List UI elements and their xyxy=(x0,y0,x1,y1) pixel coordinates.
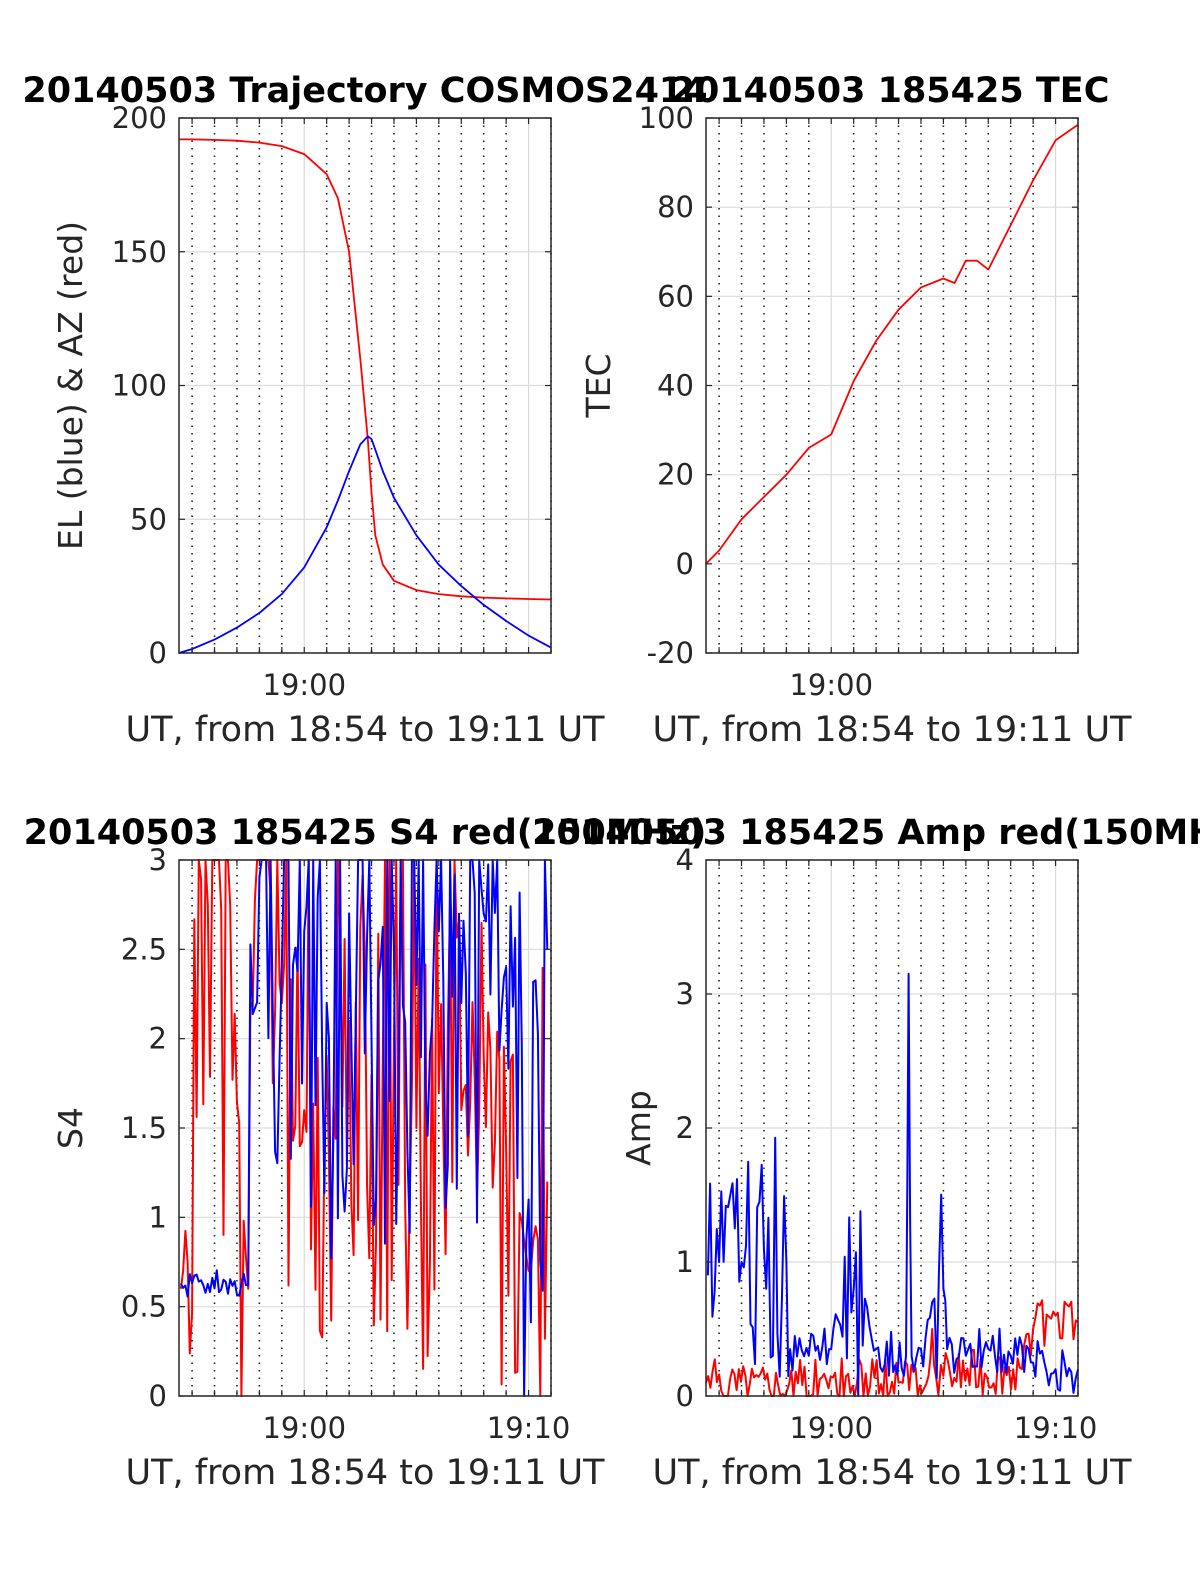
s4-y-tick-label: 2 xyxy=(149,1022,167,1056)
tec-y-tick-label: -20 xyxy=(647,636,694,670)
tec-panel: -20 0 20 40 60 80 100 19:00 20140503 185425 TEC… xyxy=(579,71,1132,750)
s4-y-tick-label: 0 xyxy=(149,1379,167,1413)
trajectory-y-tick-label: 150 xyxy=(112,235,167,269)
tec-series-red-line xyxy=(705,123,1079,565)
trajectory-y-tick-label: 50 xyxy=(130,502,167,536)
s4-series-blue-line xyxy=(180,859,549,1397)
s4-title: 20140503 185425 S4 red(150MHz) xyxy=(24,813,707,853)
amp-x-tick-label: 19:10 xyxy=(1014,1411,1098,1445)
s4-ylabel: S4 xyxy=(51,1107,90,1149)
amp-y-tick-label: 4 xyxy=(676,843,694,877)
s4-x-tick-label: 19:10 xyxy=(487,1411,571,1445)
s4-panel: 0 0.5 1 1.5 2 2.5 3 19:00 19:10 20140503 185425 … xyxy=(24,813,707,1493)
amp-y-tick-label: 2 xyxy=(676,1111,694,1145)
tec-ylabel: TEC xyxy=(579,353,618,418)
trajectory-y-tick-label: 0 xyxy=(149,636,167,670)
tec-y-tick-label: 0 xyxy=(676,547,694,581)
amp-x-tick-label: 19:00 xyxy=(789,1411,873,1445)
amp-series-red-line xyxy=(705,1299,1079,1397)
amp-xlabel: UT, from 18:54 to 19:11 UT xyxy=(652,1453,1132,1493)
s4-y-tick-label: 3 xyxy=(149,843,167,877)
trajectory-title: 20140503 Trajectory COSMOS2414 xyxy=(22,71,707,111)
amp-ylabel: Amp xyxy=(619,1090,658,1166)
tec-y-tick-label: 60 xyxy=(657,279,694,313)
s4-y-tick-label: 1.5 xyxy=(121,1111,167,1145)
trajectory-xlabel: UT, from 18:54 to 19:11 UT xyxy=(125,710,605,750)
trajectory-y-tick-label: 100 xyxy=(112,369,167,403)
tec-y-tick-label: 20 xyxy=(657,458,694,492)
amp-title: 20140503 185425 Amp red(150MHz) xyxy=(532,813,1200,853)
amp-y-tick-label: 3 xyxy=(676,977,694,1011)
trajectory-x-tick-label: 19:00 xyxy=(262,668,346,702)
tec-x-tick-label: 19:00 xyxy=(789,668,873,702)
amp-y-tick-label: 0 xyxy=(676,1379,694,1413)
s4-xlabel: UT, from 18:54 to 19:11 UT xyxy=(125,1453,605,1493)
tec-y-tick-label: 40 xyxy=(657,369,694,403)
trajectory-y-tick-label: 200 xyxy=(112,101,167,135)
trajectory-ylabel: EL (blue) & AZ (red) xyxy=(51,221,90,550)
tec-y-tick-label: 100 xyxy=(639,101,694,135)
amp-series-blue-line xyxy=(706,972,1079,1397)
s4-y-tick-label: 0.5 xyxy=(121,1290,167,1324)
s4-x-tick-label: 19:00 xyxy=(262,1411,346,1445)
amp-panel: 0 1 2 3 4 19:00 19:10 20140503 185425 Amp red(… xyxy=(532,813,1200,1493)
s4-y-tick-label: 1 xyxy=(149,1200,167,1234)
amp-y-tick-label: 1 xyxy=(676,1245,694,1279)
tec-y-tick-label: 80 xyxy=(657,190,694,224)
tec-title: 20140503 185425 TEC xyxy=(671,71,1110,111)
s4-y-tick-label: 2.5 xyxy=(121,932,167,966)
trajectory-series-blue-line xyxy=(178,435,552,654)
trajectory-series-red-line xyxy=(179,138,552,601)
tec-xlabel: UT, from 18:54 to 19:11 UT xyxy=(652,710,1132,750)
